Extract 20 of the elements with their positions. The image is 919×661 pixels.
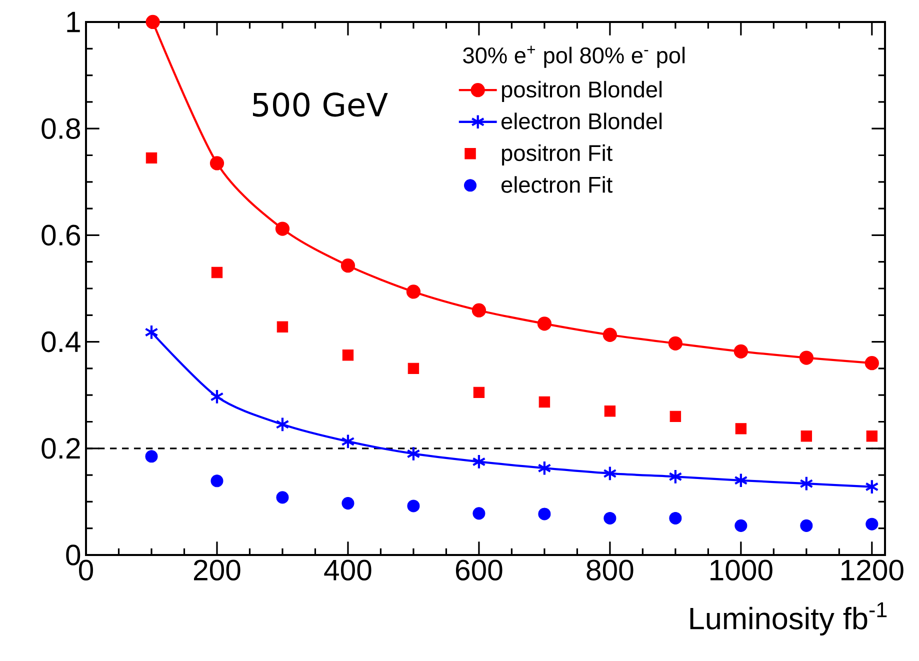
x-tick-label: 800 — [586, 560, 634, 580]
annotation: 500 GeV — [252, 92, 388, 117]
legend-title: 30% e$^{+}$ pol 80% e$^{-}$ pol — [463, 46, 685, 68]
legend-label: positron Blondel — [502, 80, 662, 102]
x-tick-label: 600 — [456, 560, 502, 580]
legend-label: electron Fit — [502, 176, 612, 193]
x-tick-label: 200 — [194, 560, 240, 580]
y-tick-label: 0.6 — [42, 224, 80, 246]
x-tick-label: 1200 — [842, 560, 904, 580]
y-tick-label: 0.4 — [42, 331, 80, 352]
y-tick-label: 0.8 — [42, 118, 80, 139]
y-tick-label: 0.2 — [42, 438, 80, 459]
y-tick-label: 0 — [66, 544, 80, 566]
y-tick-label: 1 — [67, 12, 80, 32]
legend-label: electron Blondel — [502, 112, 662, 130]
x-tick-label: 0 — [79, 560, 94, 580]
x-tick-label: 1000 — [710, 560, 772, 580]
legend-label: positron Fit — [502, 144, 612, 166]
x-tick-label: 400 — [324, 560, 372, 580]
x-axis-title: Luminosity fb$^{-1}$ — [690, 602, 887, 636]
